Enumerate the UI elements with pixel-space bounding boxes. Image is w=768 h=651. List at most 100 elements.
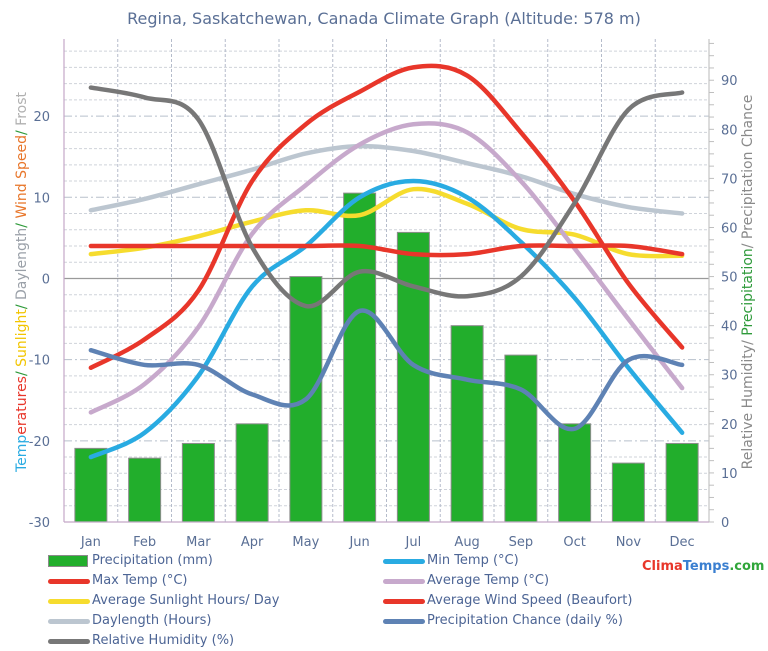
right-tick-label: 80 bbox=[721, 123, 738, 138]
legend-label: Precipitation (mm) bbox=[92, 553, 213, 568]
left-axis-label: Temperatures/ Sunlight/ Daylength/ Wind … bbox=[14, 92, 30, 473]
precipitation-bar bbox=[558, 423, 592, 523]
left-axis-ticks: -30 -20 -10 0 10 20 bbox=[29, 110, 50, 531]
right-tick-label: 0 bbox=[721, 516, 729, 531]
precipitation-bar bbox=[396, 231, 430, 523]
precipitation-bar bbox=[235, 423, 269, 523]
month-label: Mar bbox=[186, 535, 211, 550]
legend-swatch-icon bbox=[383, 558, 425, 564]
axis-label-part: Frost bbox=[14, 92, 30, 126]
right-tick-label: 10 bbox=[721, 467, 738, 482]
precipitation-bar bbox=[74, 447, 108, 523]
precipitation-bar bbox=[181, 442, 215, 523]
legend-swatch-icon bbox=[48, 555, 88, 567]
axis-label-part: / bbox=[14, 219, 30, 228]
axis-label-part: Precipitation Chance bbox=[740, 95, 756, 239]
precipitation-bar bbox=[343, 192, 377, 523]
left-tick-label: 10 bbox=[33, 191, 50, 206]
month-label: Dec bbox=[670, 535, 695, 550]
axis-label-part: Daylength bbox=[14, 228, 30, 300]
right-tick-label: 90 bbox=[721, 74, 738, 89]
axis-label-part: Sunlight bbox=[14, 309, 30, 367]
month-label: Feb bbox=[133, 535, 156, 550]
line-average-sunlight-hours-day bbox=[88, 186, 685, 259]
right-tick-label: 50 bbox=[721, 271, 738, 286]
legend-item[interactable]: Average Sunlight Hours/ Day bbox=[48, 591, 279, 611]
right-axis-ticks: 0 10 20 30 40 50 60 70 80 90 bbox=[721, 74, 738, 531]
legend-swatch-icon bbox=[383, 598, 425, 604]
precipitation-bar bbox=[611, 462, 645, 523]
grid bbox=[64, 39, 709, 522]
month-label: Apr bbox=[241, 535, 264, 550]
line-precipitation-chance-daily bbox=[88, 308, 685, 432]
precipitation-bar bbox=[450, 325, 484, 523]
line-min-temp-c bbox=[88, 178, 685, 460]
axis-label-part: Precipitation bbox=[740, 248, 756, 336]
legend-item[interactable]: Relative Humidity (%) bbox=[48, 631, 234, 651]
series-lines bbox=[88, 63, 685, 460]
axis-label-part: Wind Speed bbox=[14, 135, 30, 219]
left-tick-label: 0 bbox=[42, 272, 50, 287]
legend-item[interactable]: Average Wind Speed (Beaufort) bbox=[383, 591, 632, 611]
axis-label-part: / bbox=[14, 367, 30, 376]
precipitation-bar bbox=[665, 442, 699, 523]
left-tick-label: 20 bbox=[33, 110, 50, 125]
line-relative-humidity bbox=[88, 85, 685, 309]
brand-part-com: .com bbox=[729, 559, 765, 574]
legend-item[interactable]: Precipitation Chance (daily %) bbox=[383, 611, 623, 631]
legend-label: Average Temp (°C) bbox=[427, 573, 550, 588]
right-tick-label: 30 bbox=[721, 369, 738, 384]
month-label: Jun bbox=[348, 535, 369, 550]
right-axis-label: Relative Humidity/ Precipitation/ Precip… bbox=[740, 95, 756, 470]
legend-item[interactable]: Min Temp (°C) bbox=[383, 551, 519, 571]
chart-title: Regina, Saskatchewan, Canada Climate Gra… bbox=[127, 9, 641, 28]
month-label: Nov bbox=[616, 535, 642, 550]
right-tick-label: 40 bbox=[721, 320, 738, 335]
legend-swatch-icon bbox=[383, 578, 425, 584]
legend-label: Daylength (Hours) bbox=[92, 613, 212, 628]
legend-item[interactable]: Precipitation (mm) bbox=[48, 551, 213, 571]
legend-item[interactable]: Max Temp (°C) bbox=[48, 571, 188, 591]
legend-swatch-icon bbox=[48, 618, 90, 624]
axis-label-part: / bbox=[740, 239, 756, 248]
legend-label: Average Sunlight Hours/ Day bbox=[92, 593, 280, 608]
axis-label-part: Relative Humidity bbox=[740, 345, 756, 469]
legend-swatch-icon bbox=[48, 638, 90, 644]
left-tick-label: -20 bbox=[29, 435, 50, 450]
legend-label: Precipitation Chance (daily %) bbox=[427, 613, 623, 628]
brand-part-clima: Clima bbox=[642, 559, 683, 574]
axis-label-part: / bbox=[14, 300, 30, 309]
month-label: Aug bbox=[454, 535, 479, 550]
legend-item[interactable]: Daylength (Hours) bbox=[48, 611, 211, 631]
line-average-temp-c bbox=[88, 121, 685, 415]
month-label: Jan bbox=[80, 535, 101, 550]
line-average-wind-speed-beaufort bbox=[88, 243, 685, 258]
legend-swatch-icon bbox=[48, 578, 90, 584]
left-tick-label: -10 bbox=[29, 354, 50, 369]
legend-label: Relative Humidity (%) bbox=[92, 633, 235, 648]
right-tick-label: 20 bbox=[721, 418, 738, 433]
legend-label: Min Temp (°C) bbox=[427, 553, 519, 568]
axis-label-part: eratures bbox=[14, 376, 30, 435]
month-label: Sep bbox=[509, 535, 534, 550]
axis-label-part: / bbox=[14, 126, 30, 135]
precipitation-bar bbox=[128, 457, 162, 523]
precipitation-bar bbox=[504, 354, 538, 523]
legend-swatch-icon bbox=[48, 598, 90, 604]
month-label: May bbox=[292, 535, 319, 550]
legend-label: Average Wind Speed (Beaufort) bbox=[427, 593, 633, 608]
line-max-temp-c bbox=[88, 63, 685, 371]
month-label: Oct bbox=[563, 535, 585, 550]
right-tick-label: 70 bbox=[721, 172, 738, 187]
legend-item[interactable]: Average Temp (°C) bbox=[383, 571, 549, 591]
legend-label: Max Temp (°C) bbox=[92, 573, 188, 588]
axis-label-part: / bbox=[740, 336, 756, 345]
left-tick-label: -30 bbox=[29, 516, 50, 531]
brand-part-temps: Temps bbox=[682, 559, 730, 574]
legend-swatch-icon bbox=[383, 618, 425, 624]
climatemps-logo[interactable]: ClimaTemps.com bbox=[642, 559, 764, 574]
axes bbox=[63, 39, 714, 523]
month-label: Jul bbox=[405, 535, 422, 550]
right-tick-label: 60 bbox=[721, 221, 738, 236]
